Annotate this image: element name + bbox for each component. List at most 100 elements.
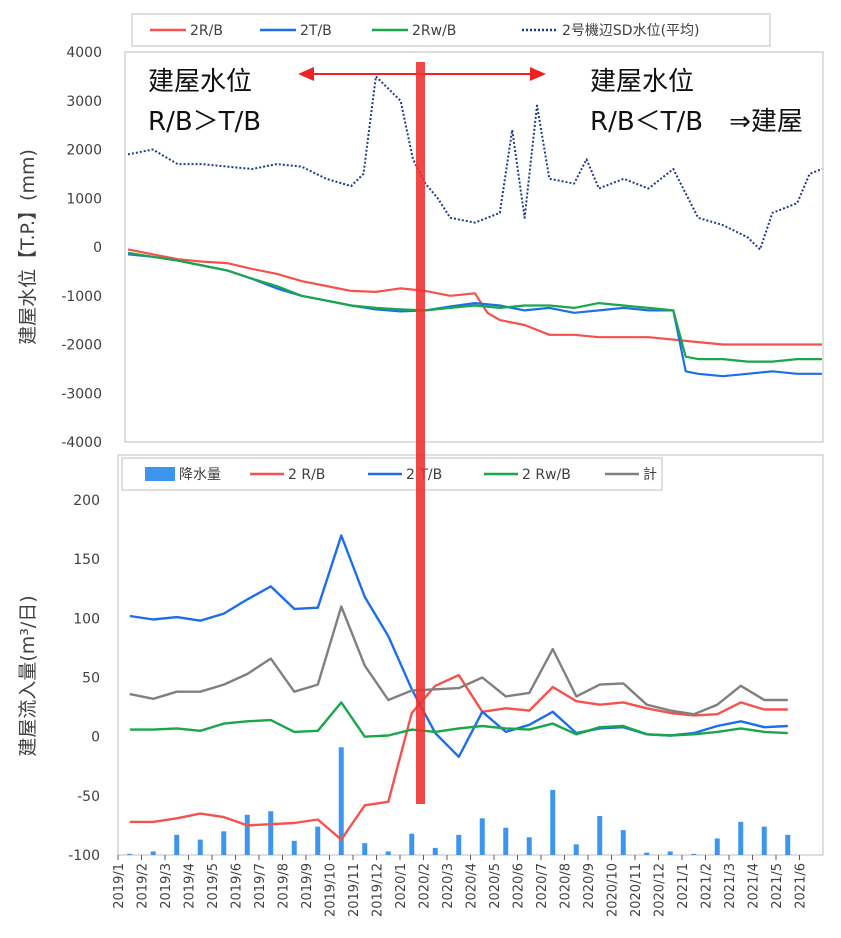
rainfall-bar: [221, 831, 227, 855]
rainfall-bar: [409, 833, 415, 855]
inflow-x-tick-label: 2020/10: [606, 863, 621, 917]
inflow-plot-frame: [117, 454, 824, 856]
inflow-y-tick-label: -100: [68, 848, 100, 864]
inflow-x-tick-label: 2020/4: [465, 863, 480, 909]
inflow-x-tick-label: 2021/6: [794, 863, 809, 909]
water-level-chart: 2R/B 2T/B 2Rw/B 2号機辺SD水位(平均) 建屋水位【T.P.】(mm)…: [17, 13, 824, 451]
inflow-y-ticks: 200 150 100 50 0 -50 -100: [68, 493, 100, 864]
inflow-x-tick-label: 2020/6: [512, 863, 527, 909]
rainfall-bar: [550, 789, 556, 855]
inflow-x-tick-label: 2019/2: [136, 863, 151, 909]
rainfall-bar: [456, 834, 462, 855]
rainfall-bar: [150, 851, 156, 855]
inflow-series-series-line: [129, 605, 788, 716]
inflow-x-tick-label: 2020/2: [418, 863, 433, 909]
inflow-x-tick-label: 2020/8: [559, 863, 574, 909]
annotation-right-line1: 建屋水位: [590, 67, 694, 97]
water-level-legend-2t-b-label: 2T/B: [300, 23, 332, 39]
inflow-y-tick-label: 150: [73, 552, 100, 568]
rainfall-bar: [174, 834, 180, 855]
inflow-x-tick-label: 2020/7: [535, 863, 550, 909]
inflow-legend-series-label: 計: [643, 467, 657, 483]
inflow-x-tick-label: 2020/12: [653, 863, 668, 917]
rainfall-bar: [385, 851, 391, 855]
annotation-right-line2: R/B＜T/B ⇒建屋: [590, 107, 803, 137]
water-level-y-tick-label: 4000: [66, 45, 102, 61]
rainfall-bar: [315, 826, 321, 855]
inflow-ylabel: 建屋流入量(m³/日): [17, 595, 39, 756]
water-level-legend-2rw-b-label: 2Rw/B: [412, 23, 456, 39]
inflow-series: [129, 534, 788, 841]
rainfall-bar: [338, 747, 344, 855]
rainfall-bar: [268, 811, 274, 855]
inflow-series-2-r-b-line: [129, 673, 788, 841]
inflow-x-tick-label: 2019/9: [300, 863, 315, 909]
water-level-y-tick-label: 0: [93, 240, 102, 256]
water-level-y-tick-label: -1000: [61, 289, 102, 305]
inflow-y-tick-label: 50: [82, 671, 100, 687]
rainfall-bar: [503, 827, 509, 855]
water-level-y-tick-label: 1000: [66, 191, 102, 207]
water-level-legend-2-sd-label: 2号機辺SD水位(平均): [562, 23, 700, 39]
water-level-y-tick-label: 3000: [66, 94, 102, 110]
inflow-legend-rainfall-swatch: [145, 467, 175, 481]
rainfall-bar: [667, 851, 673, 855]
inflow-x-tick-label: 2019/5: [206, 863, 221, 909]
rainfall-bar: [691, 853, 697, 855]
water-level-legend: 2R/B 2T/B 2Rw/B 2号機辺SD水位(平均): [150, 23, 700, 39]
inflow-x-ticks: 2019/1 2019/2 2019/3 2019/4 2019/5 2019/6 2019…: [112, 855, 809, 917]
rainfall-bar: [362, 843, 368, 855]
inflow-x-tick-label: 2020/5: [488, 863, 503, 909]
water-level-series: [127, 75, 823, 378]
rainfall-bar: [785, 834, 791, 855]
water-level-y-tick-label: -3000: [61, 386, 102, 402]
water-level-plot-frame: [124, 51, 824, 443]
water-level-y-tick-label: -2000: [61, 338, 102, 354]
inflow-chart: 降水量 2 R/B 2 T/B 2 Rw/B 計 建屋流入量(m³/日) 2001501…: [17, 454, 824, 917]
rainfall-bar: [127, 853, 133, 855]
inflow-x-tick-label: 2019/12: [371, 863, 386, 917]
inflow-x-tick-label: 2019/10: [324, 863, 339, 917]
double-arrow-left-head: [298, 67, 314, 81]
water-level-series-2rw-b-line: [127, 251, 822, 363]
water-level-y-ticks: 4000 3000 2000 1000 0 -1000 -2000 -3000 -4000: [61, 45, 102, 451]
inflow-series-2-rw-b-line: [129, 701, 788, 738]
inflow-x-tick-label: 2019/1: [112, 863, 127, 909]
inflow-x-tick-label: 2019/6: [230, 863, 245, 909]
rainfall-bar: [597, 815, 603, 855]
inflow-y-tick-label: 0: [91, 730, 100, 746]
water-level-y-tick-label: 2000: [66, 143, 102, 159]
double-arrow-right-head: [530, 67, 546, 81]
rainfall-bar: [291, 840, 297, 855]
inflow-x-tick-label: 2021/2: [700, 863, 715, 909]
inflow-x-tick-label: 2019/8: [277, 863, 292, 909]
inflow-x-tick-label: 2021/1: [676, 863, 691, 909]
inflow-x-tick-label: 2020/9: [582, 863, 597, 909]
water-level-y-tick-label: -4000: [61, 435, 102, 451]
inflow-x-tick-label: 2021/5: [770, 863, 785, 909]
rainfall-bar: [644, 852, 650, 855]
rainfall-bar: [761, 826, 767, 855]
inflow-x-tick-label: 2020/3: [441, 863, 456, 909]
annotation-left-line1: 建屋水位: [148, 67, 252, 97]
inflow-x-tick-label: 2020/1: [394, 863, 409, 909]
rainfall-bar: [526, 837, 532, 855]
rainfall-bar: [432, 847, 438, 855]
inflow-x-tick-label: 2019/3: [159, 863, 174, 909]
inflow-x-tick-label: 2019/7: [253, 863, 268, 909]
inflow-x-tick-label: 2019/11: [347, 863, 362, 917]
rainfall-bar: [620, 830, 626, 855]
rainfall-bar: [479, 818, 485, 855]
water-level-legend-2r-b-label: 2R/B: [190, 23, 223, 39]
water-level-ylabel: 建屋水位【T.P.】(mm): [17, 149, 39, 345]
inflow-x-tick-label: 2021/4: [747, 863, 762, 909]
rainfall-bar: [738, 821, 744, 855]
rainfall-bar: [197, 839, 203, 855]
inflow-legend-2-r-b-label: 2 R/B: [288, 467, 325, 483]
rainfall-bar: [244, 814, 250, 855]
inflow-x-tick-label: 2020/11: [629, 863, 644, 917]
period-divider-line: [416, 62, 425, 804]
inflow-y-tick-label: -50: [77, 789, 100, 805]
inflow-y-tick-label: 100: [73, 611, 100, 627]
